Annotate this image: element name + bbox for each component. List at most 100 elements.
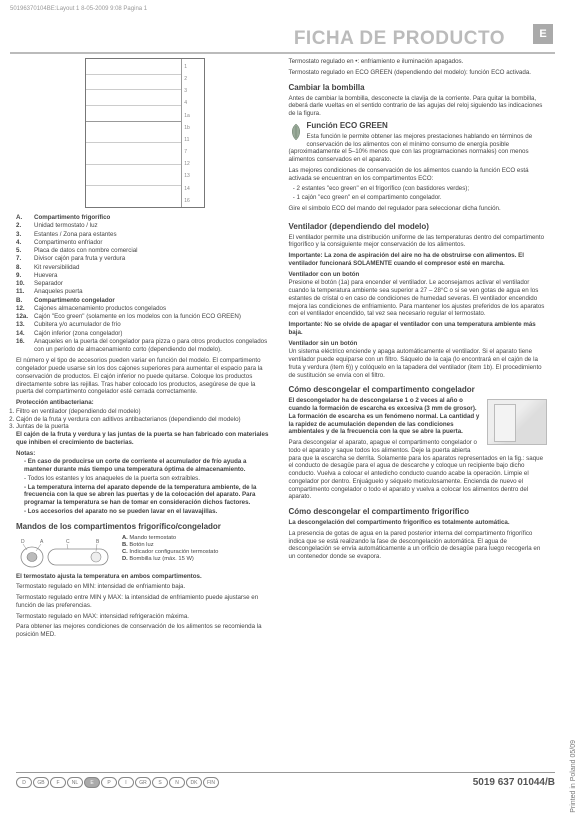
eco-p1: Esta función le permite obtener las mejo… — [289, 133, 548, 164]
nota-item: - Todos los estantes y los anaqueles de … — [24, 475, 275, 483]
vent-heading: Ventilador (dependiendo del modelo) — [289, 222, 548, 232]
diagram-label: 14 — [184, 186, 204, 192]
legend-text: Separador — [34, 280, 275, 288]
legend-row: 8.Kit reversibilidad — [16, 264, 275, 272]
diagram-label: 3 — [184, 88, 204, 94]
language-flags: DGBFNLEPIGRSNDKFIN — [16, 777, 219, 788]
vent-imp: Importante: La zona de aspiración del ai… — [289, 252, 548, 268]
eco-p3: Gire el símbolo ECO del mando del regula… — [289, 205, 548, 213]
legend-row: 4.Compartimento enfriador — [16, 239, 275, 247]
legend-text: Cajones almacenamiento productos congela… — [34, 305, 275, 313]
thermostat-row: D A C B A. Mando termostatoB. Botón luzC… — [16, 535, 275, 569]
legend-text: Huevera — [34, 272, 275, 280]
legend-row: B.Compartimento congelador — [16, 297, 275, 305]
term-p1: El termostato ajusta la temperatura en a… — [16, 573, 275, 581]
body-p1: El número y el tipo de accesorios pueden… — [16, 357, 275, 396]
title-bar: FICHA DE PRODUCTO — [0, 28, 555, 54]
eco-block: Función ECO GREEN Esta función le permit… — [289, 121, 548, 216]
antibacterial-head: Protección antibacteriana: — [16, 399, 275, 407]
mandos-leg-item: A. Mando termostato — [122, 535, 275, 542]
vent-p1: El ventilador permite una distribución u… — [289, 234, 548, 250]
content-columns: 12341a1b11712131416 A.Compartimento frig… — [16, 58, 547, 750]
legend-text: Divisor cajón para fruta y verdura — [34, 255, 275, 263]
svg-text:C: C — [66, 539, 70, 545]
term-p4: Termostato regulado en MAX: intensidad r… — [16, 613, 275, 621]
legend-key: 10. — [16, 280, 34, 288]
flag-gb: GB — [33, 777, 49, 788]
legend-key: 9. — [16, 272, 34, 280]
mandos-leg-item: D. Bombilla luz (máx. 15 W) — [122, 556, 275, 563]
legend-text: Anaqueles puerta — [34, 288, 275, 296]
legend-text: Cajón "Eco green" (solamente en los mode… — [34, 313, 275, 321]
eco-li1: 2 estantes "eco green" en el frigorífico… — [297, 185, 548, 193]
diagram-label: 2 — [184, 76, 204, 82]
legend-key: B. — [16, 297, 34, 305]
legend-row: 12.Cajones almacenamiento productos cong… — [16, 305, 275, 313]
anti-item: Filtro en ventilador (dependiendo del mo… — [16, 408, 275, 416]
flag-f: F — [50, 777, 66, 788]
flag-fin: FIN — [203, 777, 219, 788]
legend-key: 16. — [16, 338, 34, 354]
dcong-p2: Para descongelar el aparato, apague el c… — [289, 439, 548, 501]
legend-key: A. — [16, 214, 34, 222]
freezer-image — [487, 399, 547, 445]
vent-p3: Un sistema eléctrico enciende y apaga au… — [289, 348, 548, 379]
notas-list: - En caso de producirse un corte de corr… — [24, 458, 275, 515]
diagram-label: 7 — [184, 149, 204, 155]
legend-row: 2.Unidad termostato / luz — [16, 222, 275, 230]
bombilla-p: Antes de cambiar la bombilla, desconecte… — [289, 95, 548, 118]
appliance-diagram: 12341a1b11712131416 — [85, 58, 205, 208]
eco-list: 2 estantes "eco green" en el frigorífico… — [297, 185, 548, 202]
legend-key: 13. — [16, 321, 34, 329]
flag-s: S — [152, 777, 168, 788]
term-p5: Para obtener las mejores condiciones de … — [16, 623, 275, 639]
legend-row: 16.Anaqueles en la puerta del congelador… — [16, 338, 275, 354]
eco-li2: 1 cajón "eco green" en el compartimento … — [297, 194, 548, 202]
legend-row: 11.Anaqueles puerta — [16, 288, 275, 296]
legend-key: 12. — [16, 305, 34, 313]
nota-item: - En caso de producirse un corte de corr… — [24, 458, 275, 474]
notas-head: Notas: — [16, 450, 275, 458]
title-rule — [10, 52, 555, 54]
thermostat-legend: A. Mando termostatoB. Botón luzC. Indica… — [122, 535, 275, 564]
mandos-heading: Mandos de los compartimentos frigorífico… — [16, 522, 275, 532]
legend-text: Compartimento congelador — [34, 297, 275, 305]
page-title: FICHA DE PRODUCTO — [0, 28, 555, 50]
top1: Termostato regulado en •: enfriamiento e… — [289, 58, 548, 66]
flag-d: D — [16, 777, 32, 788]
vent-sub2: Ventilador sin un botón — [289, 340, 548, 348]
diagram-label: 1 — [184, 64, 204, 70]
legend-key: 5. — [16, 247, 34, 255]
nota-item: - La temperatura interna del aparato dep… — [24, 484, 275, 507]
legend-row: A.Compartimento frigorífico — [16, 214, 275, 222]
legend-key: 11. — [16, 288, 34, 296]
legend-text: Compartimento enfriador — [34, 239, 275, 247]
legend-row: 14.Cajón inferior (zona congelador) — [16, 330, 275, 338]
legend-row: 7.Divisor cajón para fruta y verdura — [16, 255, 275, 263]
dfrig-heading: Cómo descongelar el compartimento frigor… — [289, 507, 548, 517]
diagram-label: 1b — [184, 125, 204, 131]
svg-text:B: B — [96, 539, 100, 545]
legend-key: 7. — [16, 255, 34, 263]
vent-sub1: Ventilador con un botón — [289, 271, 548, 279]
dfrig-p2: La presencia de gotas de agua en la pare… — [289, 530, 548, 561]
eco-heading: Función ECO GREEN — [289, 121, 548, 131]
diagram-label: 12 — [184, 161, 204, 167]
diagram-label: 11 — [184, 137, 204, 143]
leaf-icon — [289, 123, 303, 141]
flag-gr: GR — [135, 777, 151, 788]
mandos-leg-item: C. Indicador configuración termostato — [122, 549, 275, 556]
diagram-label: 16 — [184, 198, 204, 204]
legend-key: 3. — [16, 231, 34, 239]
legend-text: Estantes / Zona para estantes — [34, 231, 275, 239]
term-p3: Termostato regulado entre MIN y MAX: la … — [16, 594, 275, 610]
file-spec-line: 50196370104BE:Layout 1 8-05-2009 9:08 Pa… — [10, 6, 147, 12]
mandos-leg-item: B. Botón luz — [122, 542, 275, 549]
legend-row: 12a.Cajón "Eco green" (solamente en los … — [16, 313, 275, 321]
dcong-heading: Cómo descongelar el compartimento congel… — [289, 385, 548, 395]
flag-dk: DK — [186, 777, 202, 788]
vent-p2: Presione el botón (1a) para encender el … — [289, 279, 548, 318]
legend-row: 13.Cubitera y/o acumulador de frío — [16, 321, 275, 329]
flag-n: N — [169, 777, 185, 788]
flag-e: E — [84, 777, 100, 788]
